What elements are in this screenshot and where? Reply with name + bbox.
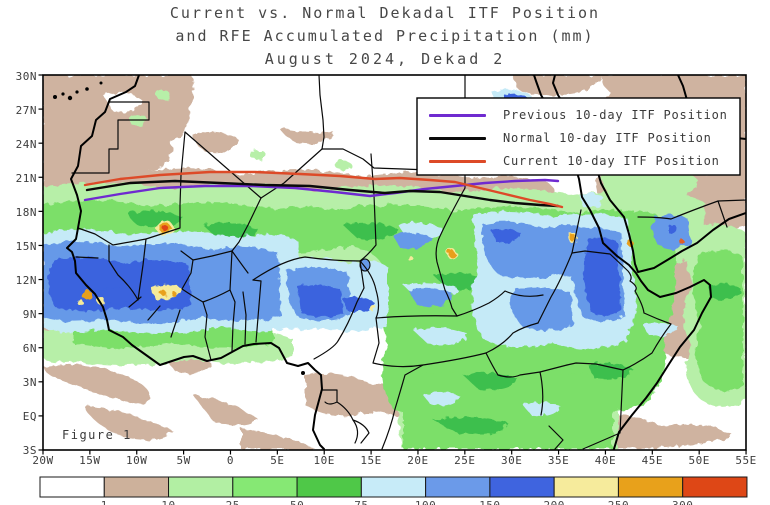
y-tick-3S: 3S	[22, 444, 37, 458]
y-tick-15N: 15N	[15, 239, 37, 253]
x-tick-5E: 5E	[270, 453, 285, 467]
y-tick-6N: 6N	[22, 342, 37, 356]
y-tick-3N: 3N	[22, 376, 37, 390]
x-tick-0: 0	[226, 453, 235, 467]
colorbar-label-100: 100	[414, 498, 437, 505]
x-tick-20E: 20E	[407, 453, 429, 467]
colorbar-label-10: 10	[161, 498, 176, 505]
y-tick-9N: 9N	[22, 308, 37, 322]
x-tick-55E: 55E	[735, 453, 757, 467]
y-tick-EQ: EQ	[22, 410, 37, 424]
y-tick-12N: 12N	[15, 274, 37, 288]
x-tick-35E: 35E	[547, 453, 570, 467]
x-tick-20W: 20W	[32, 453, 54, 467]
x-tick-10W: 10W	[126, 453, 148, 467]
map-frame	[42, 74, 747, 451]
legend-line-sample	[429, 136, 486, 140]
x-tick-15E: 15E	[360, 453, 382, 467]
x-tick-15W: 15W	[79, 453, 101, 467]
country-borders	[71, 75, 746, 450]
colorbar-label-1: 1	[100, 498, 108, 505]
axis-ticks	[38, 74, 747, 455]
legend-line-sample	[429, 159, 486, 163]
x-tick-40E: 40E	[594, 453, 617, 467]
figure-label: Figure 1	[62, 428, 132, 442]
chart-title-line3: August 2024, Dekad 2	[264, 50, 506, 68]
colorbar	[39, 476, 748, 498]
x-tick-45E: 45E	[641, 453, 663, 467]
legend-label: Previous 10-day ITF Position	[503, 107, 728, 122]
y-tick-30N: 30N	[15, 69, 37, 83]
itf-current-line	[83, 170, 564, 209]
y-tick-24N: 24N	[15, 137, 37, 151]
itf-lines	[83, 170, 564, 209]
x-tick-5W: 5W	[176, 453, 191, 467]
colorbar-label-75: 75	[354, 498, 369, 505]
chart-title-line2: and RFE Accumulated Precipitation (mm)	[175, 27, 595, 45]
itf-previous-line	[83, 178, 560, 202]
colorbar-label-200: 200	[543, 498, 565, 505]
x-tick-50E: 50E	[688, 453, 710, 467]
y-tick-27N: 27N	[15, 103, 37, 117]
legend-line-sample	[429, 113, 486, 117]
legend-label: Current 10-day ITF Position	[503, 153, 720, 168]
x-tick-25E: 25E	[454, 453, 476, 467]
x-tick-30E: 30E	[501, 453, 523, 467]
colorbar-label-150: 150	[479, 498, 501, 505]
chart-title-line1: Current vs. Normal Dekadal ITF Position	[169, 4, 601, 22]
colorbar-label-50: 50	[289, 498, 305, 505]
legend-label: Normal 10-day ITF Position	[503, 130, 712, 145]
colorbar-label-250: 250	[607, 498, 630, 505]
islands	[53, 81, 305, 375]
x-tick-10E: 10E	[313, 453, 335, 467]
colorbar-label-300: 300	[672, 498, 694, 505]
colorbar-label-25: 25	[225, 498, 240, 505]
y-tick-21N: 21N	[15, 171, 37, 185]
y-tick-18N: 18N	[15, 205, 37, 219]
itf-normal-line	[85, 179, 560, 208]
